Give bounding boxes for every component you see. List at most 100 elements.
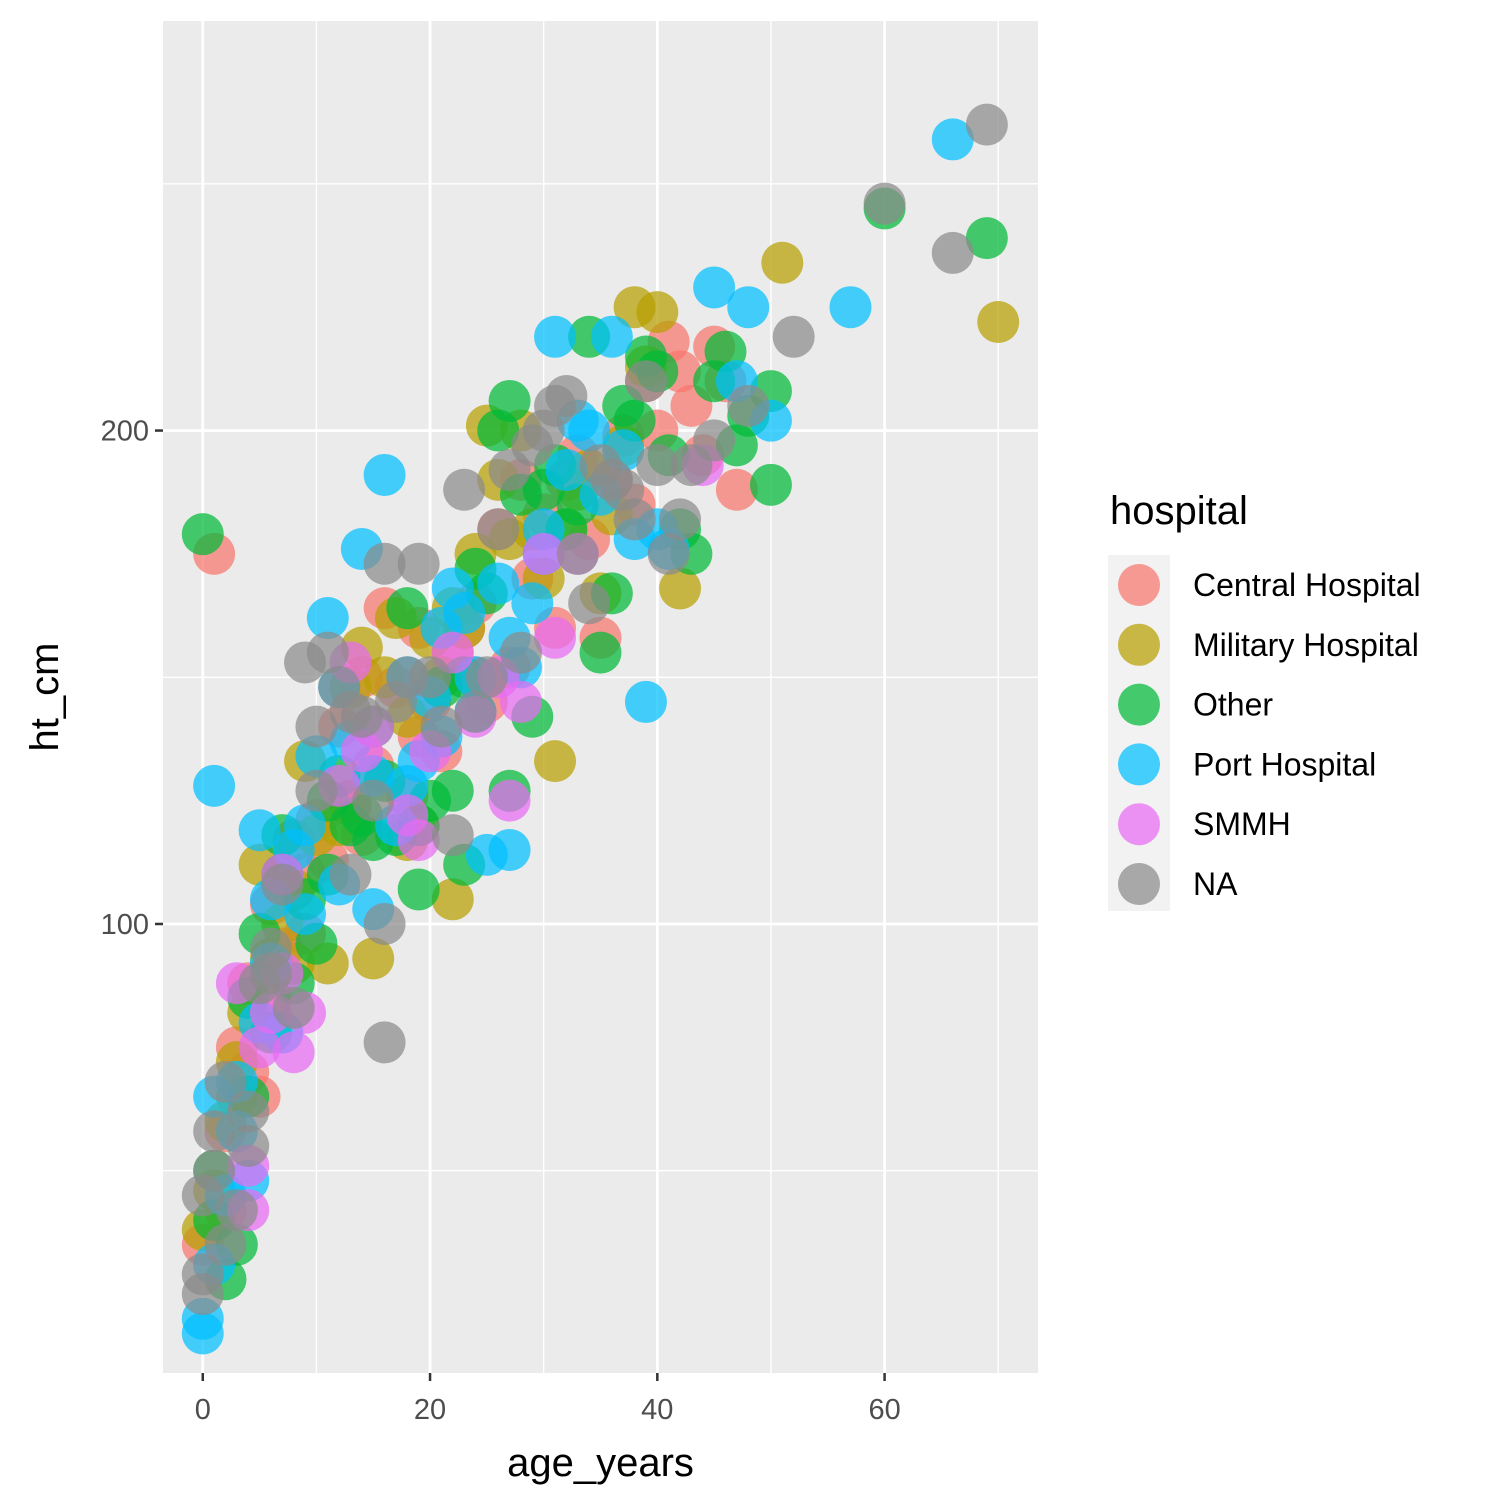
point-na: [431, 814, 474, 857]
point-smmh: [488, 779, 531, 822]
point-port-hospital: [306, 597, 349, 640]
y-tick-label: 100: [101, 909, 149, 941]
point-port-hospital: [727, 286, 770, 329]
legend-key-port-hospital: [1118, 743, 1160, 786]
point-port-hospital: [363, 453, 406, 496]
point-port-hospital: [931, 118, 974, 161]
point-na: [352, 779, 395, 822]
point-na: [772, 315, 815, 358]
point-na: [556, 532, 599, 575]
point-na: [454, 690, 497, 733]
legend-label-military-hospital: Military Hospital: [1193, 627, 1419, 663]
point-port-hospital: [284, 804, 327, 847]
point-military-hospital: [352, 937, 395, 980]
point-smmh: [522, 532, 565, 575]
point-port-hospital: [284, 893, 327, 936]
point-na: [965, 103, 1008, 146]
point-military-hospital: [534, 740, 577, 783]
legend-label-na: NA: [1193, 866, 1238, 902]
point-na: [204, 1223, 247, 1266]
point-other: [579, 631, 622, 674]
point-na: [624, 360, 667, 403]
point-na: [340, 695, 383, 738]
point-na: [647, 532, 690, 575]
point-military-hospital: [761, 241, 804, 284]
point-military-hospital: [659, 567, 702, 610]
point-na: [420, 705, 463, 748]
x-tick-label: 40: [641, 1394, 673, 1426]
legend-key-military-hospital: [1118, 623, 1160, 666]
point-na: [227, 1090, 270, 1133]
x-tick-label: 0: [195, 1394, 211, 1426]
point-na: [261, 863, 304, 906]
point-port-hospital: [386, 764, 429, 807]
legend-key-na: [1118, 863, 1160, 905]
point-na: [181, 1253, 224, 1296]
point-na: [215, 1189, 258, 1232]
point-other: [181, 513, 224, 556]
point-na: [545, 375, 588, 418]
point-na: [397, 542, 440, 585]
point-na: [443, 468, 486, 511]
point-na: [931, 231, 974, 274]
point-na: [409, 656, 452, 699]
point-other: [965, 217, 1008, 260]
y-axis-title: ht_cm: [23, 643, 67, 752]
data-points: [181, 103, 1020, 1355]
point-na: [863, 182, 906, 225]
point-na: [295, 769, 338, 812]
point-port-hospital: [477, 562, 520, 605]
y-axis-ticks: 100 200: [101, 416, 163, 941]
point-other: [431, 769, 474, 812]
legend: hospital Central Hospital Military Hospit…: [1108, 489, 1421, 911]
x-tick-label: 60: [868, 1394, 900, 1426]
point-smmh: [272, 1031, 315, 1074]
point-port-hospital: [534, 315, 577, 358]
point-na: [272, 986, 315, 1029]
legend-entries: Central Hospital Military Hospital Other Po…: [1118, 564, 1421, 905]
point-other: [749, 463, 792, 506]
point-na: [227, 1125, 270, 1168]
legend-key-smmh: [1118, 803, 1160, 846]
point-na: [727, 384, 770, 427]
point-port-hospital: [295, 735, 338, 778]
point-na: [693, 419, 736, 462]
point-na: [329, 853, 372, 896]
legend-key-other: [1118, 683, 1160, 726]
legend-key-background: [1108, 555, 1170, 911]
point-na: [659, 498, 702, 541]
point-na: [193, 1110, 236, 1153]
point-port-hospital: [568, 409, 611, 452]
x-axis-title: age_years: [507, 1441, 694, 1485]
y-tick-label: 200: [101, 416, 149, 448]
legend-label-smmh: SMMH: [1193, 806, 1291, 842]
point-na: [363, 902, 406, 945]
point-na: [181, 1174, 224, 1217]
point-port-hospital: [624, 680, 667, 723]
point-other: [488, 379, 531, 422]
point-na: [249, 927, 292, 970]
point-na: [636, 444, 679, 487]
point-military-hospital: [977, 300, 1020, 343]
point-smmh: [534, 616, 577, 659]
legend-title: hospital: [1110, 489, 1248, 533]
point-na: [363, 1021, 406, 1064]
point-na: [499, 631, 542, 674]
point-na: [477, 508, 520, 551]
point-port-hospital: [829, 286, 872, 329]
point-port-hospital: [193, 764, 236, 807]
point-central-hospital: [715, 468, 758, 511]
plot-panel: [163, 21, 1038, 1373]
point-na: [465, 656, 508, 699]
point-port-hospital: [545, 449, 588, 492]
point-port-hospital: [488, 828, 531, 871]
point-na: [363, 542, 406, 585]
point-smmh: [238, 1026, 281, 1069]
point-smmh: [499, 680, 542, 723]
point-port-hospital: [590, 315, 633, 358]
legend-label-port-hospital: Port Hospital: [1193, 746, 1376, 782]
point-other: [386, 587, 429, 630]
point-port-hospital: [693, 266, 736, 309]
legend-key-central-hospital: [1118, 564, 1160, 606]
